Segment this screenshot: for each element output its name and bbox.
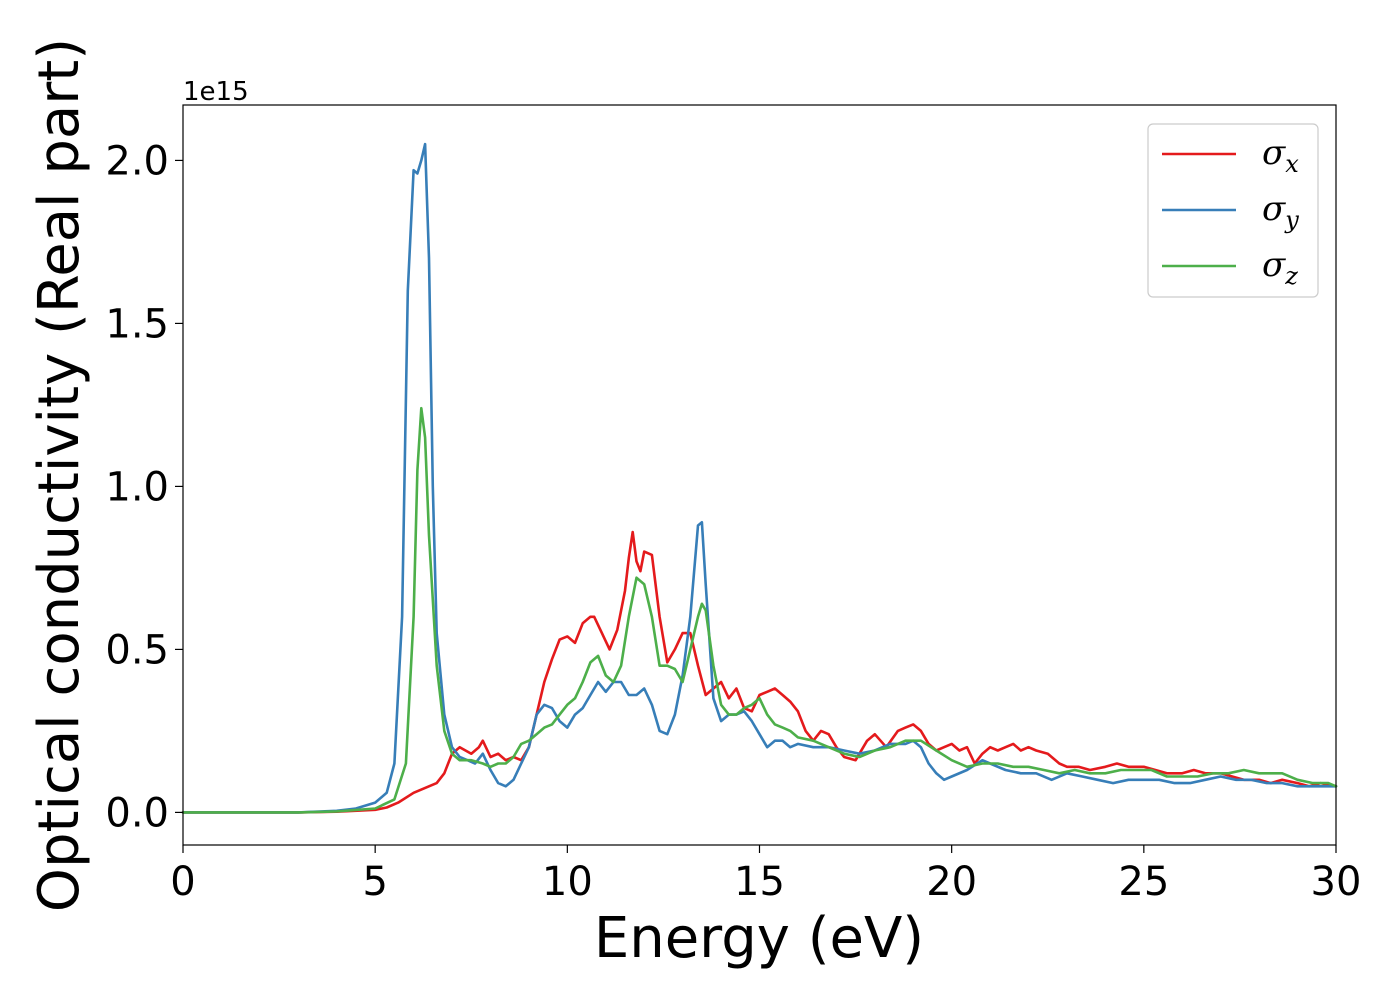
y-tick-label: 1.5 <box>105 301 169 347</box>
y-offset-label: 1e15 <box>183 77 249 107</box>
x-tick-label: 30 <box>1311 859 1362 905</box>
series-layer <box>181 142 1338 814</box>
legend: σx σy σz <box>1147 123 1319 298</box>
x-tick-label: 25 <box>1118 859 1169 905</box>
legend-label-x: σx <box>1262 133 1299 178</box>
x-axis-ticks: 0 5 10 15 20 25 30 <box>170 845 1361 905</box>
x-tick-label: 20 <box>926 859 977 905</box>
y-tick-label: 2.0 <box>105 138 169 184</box>
series-line-z <box>181 406 1338 814</box>
y-axis-ticks: 0.0 0.5 1.0 1.5 2.0 <box>105 138 183 836</box>
legend-label-z: σz <box>1262 245 1298 290</box>
x-tick-label: 10 <box>542 859 593 905</box>
legend-label-y: σy <box>1262 189 1299 234</box>
x-tick-label: 15 <box>734 859 785 905</box>
x-axis-label: Energy (eV) <box>594 906 924 971</box>
x-tick-label: 5 <box>362 859 387 905</box>
series-line-y <box>181 142 1338 814</box>
y-tick-label: 1.0 <box>105 464 169 510</box>
y-axis-label: Optical conductivity (Real part) <box>27 38 92 912</box>
series-line-x <box>181 530 1338 814</box>
x-tick-label: 0 <box>170 859 195 905</box>
y-tick-label: 0.5 <box>105 627 169 673</box>
y-tick-label: 0.0 <box>105 790 169 836</box>
